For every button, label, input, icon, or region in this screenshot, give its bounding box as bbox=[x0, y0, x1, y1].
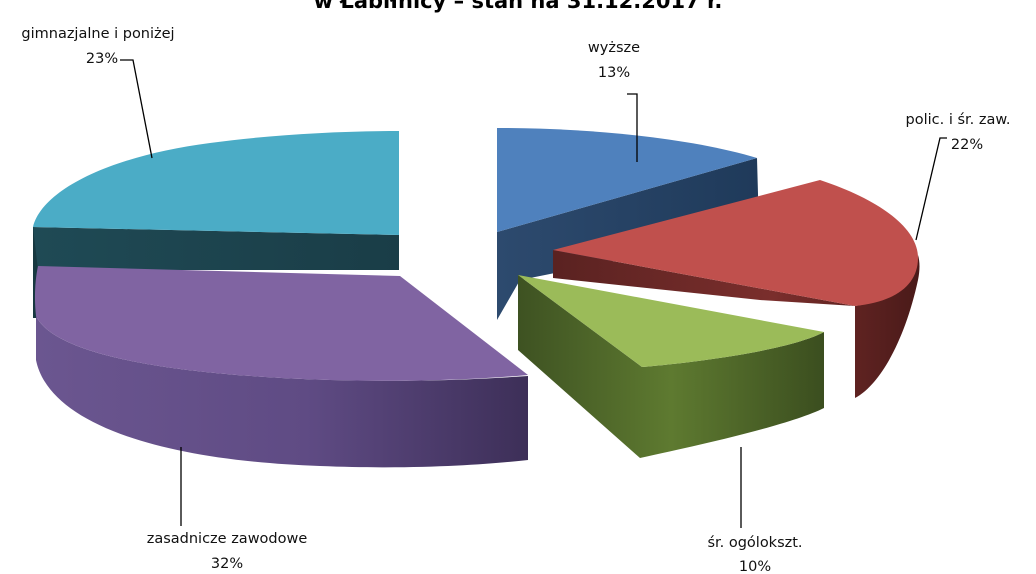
slice-gimnazjalne-side bbox=[33, 227, 399, 270]
label-polic-value: 22% bbox=[951, 137, 983, 153]
slice-gimnazjalne-top bbox=[33, 131, 399, 235]
label-zasadnicze-value: 32% bbox=[211, 556, 243, 572]
label-gimnazjalne-name: gimnazjalne i poniżej bbox=[21, 26, 174, 42]
slice-gimnazjalne bbox=[33, 131, 399, 318]
leader-gimnazjalne bbox=[120, 59, 153, 159]
slice-sr-ogolokszt bbox=[518, 275, 824, 458]
chart-title: w Łabiłnicy – stan na 31.12.2017 r. bbox=[314, 0, 723, 13]
slice-sr-side bbox=[518, 275, 824, 458]
slice-zasadnicze-top bbox=[34, 266, 529, 381]
label-sr-ogolokszt-name: śr. ogólokszt. bbox=[707, 535, 802, 551]
label-zasadnicze-name: zasadnicze zawodowe bbox=[147, 531, 308, 547]
slice-zasadnicze-side bbox=[36, 316, 528, 468]
slice-zasadnicze bbox=[34, 266, 529, 468]
label-wyzsze-name: wyższe bbox=[588, 40, 640, 56]
leader-polic bbox=[915, 137, 947, 241]
label-gimnazjalne-value: 23% bbox=[86, 51, 118, 67]
label-sr-ogolokszt-value: 10% bbox=[739, 559, 771, 574]
leader-wyzsze bbox=[627, 93, 638, 162]
slice-sr-top bbox=[518, 275, 824, 367]
label-polic-name: polic. i śr. zaw. bbox=[906, 112, 1011, 128]
slice-wyzsze-top bbox=[497, 128, 757, 232]
slice-polic bbox=[553, 180, 920, 398]
label-wyzsze-value: 13% bbox=[598, 65, 630, 81]
slice-polic-top bbox=[553, 180, 918, 306]
slice-polic-side bbox=[553, 250, 920, 398]
